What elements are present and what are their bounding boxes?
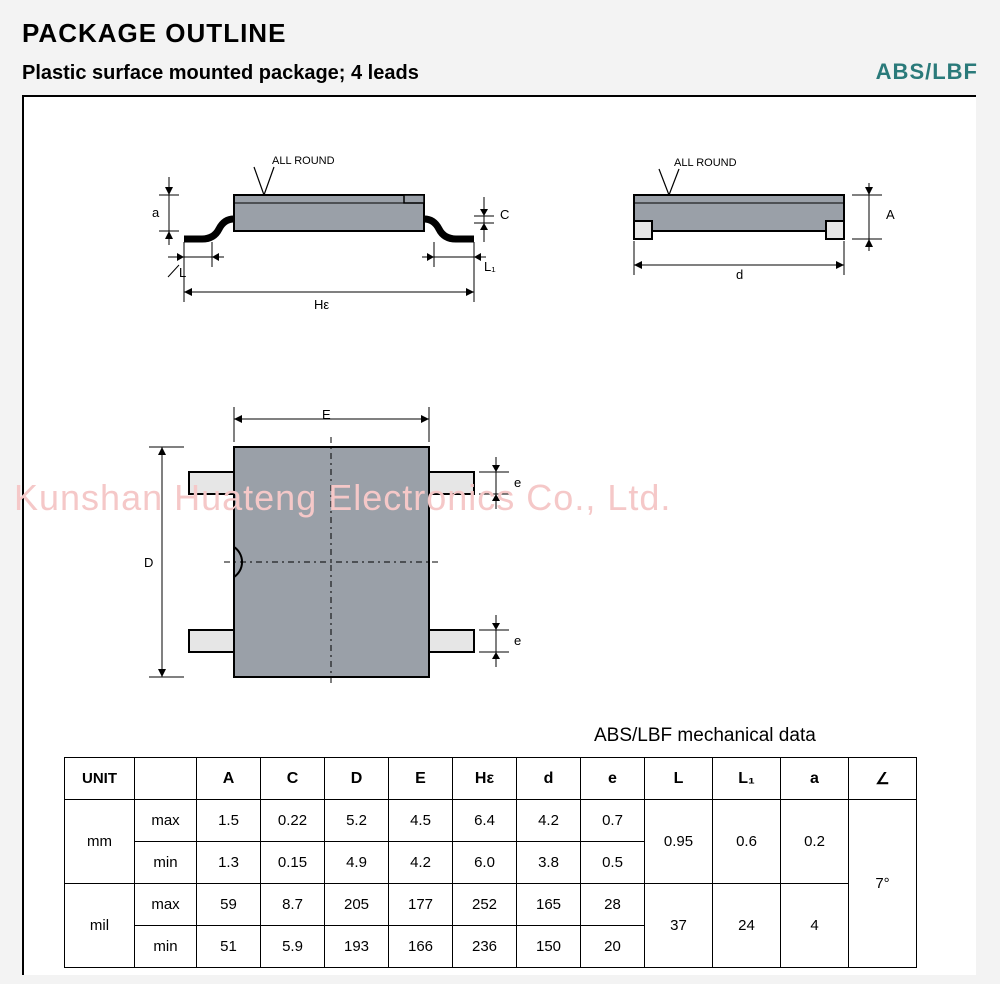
th-unit: UNIT xyxy=(65,758,135,800)
mm-min-He: 6.0 xyxy=(453,842,517,884)
label-L: L xyxy=(179,265,186,280)
mechanical-data-table: UNIT A C D E Hε d e L L₁ a ∠ mm max 1.5 … xyxy=(64,757,917,968)
label-d: d xyxy=(736,267,743,282)
mm-max-He: 6.4 xyxy=(453,800,517,842)
mil-L1: 24 xyxy=(713,884,781,968)
mil-L: 37 xyxy=(645,884,713,968)
subtitle-row: Plastic surface mounted package; 4 leads… xyxy=(22,59,978,85)
mm-max-label: max xyxy=(135,800,197,842)
diagram-top xyxy=(114,377,534,717)
mil-max-e: 28 xyxy=(581,884,645,926)
th-D: D xyxy=(325,758,389,800)
mm-min-d: 3.8 xyxy=(517,842,581,884)
mm-min-D: 4.9 xyxy=(325,842,389,884)
mil-max-He: 252 xyxy=(453,884,517,926)
page-title: PACKAGE OUTLINE xyxy=(22,18,978,49)
angle-val: 7° xyxy=(849,800,917,968)
diagram-side-right xyxy=(584,145,904,295)
table-row: mm max 1.5 0.22 5.2 4.5 6.4 4.2 0.7 0.95… xyxy=(65,800,917,842)
label-allround-1: ALL ROUND xyxy=(272,155,335,167)
th-angle: ∠ xyxy=(849,758,917,800)
mm-min-A: 1.3 xyxy=(197,842,261,884)
th-E: E xyxy=(389,758,453,800)
mm-L1: 0.6 xyxy=(713,800,781,884)
mil-max-D: 205 xyxy=(325,884,389,926)
mil-max-C: 8.7 xyxy=(261,884,325,926)
mm-L: 0.95 xyxy=(645,800,713,884)
mil-min-A: 51 xyxy=(197,926,261,968)
mil-a: 4 xyxy=(781,884,849,968)
mm-a: 0.2 xyxy=(781,800,849,884)
label-e2: e xyxy=(514,633,521,648)
mil-min-e: 20 xyxy=(581,926,645,968)
th-d: d xyxy=(517,758,581,800)
mil-min-label: min xyxy=(135,926,197,968)
mm-max-e: 0.7 xyxy=(581,800,645,842)
mm-min-e: 0.5 xyxy=(581,842,645,884)
th-a: a xyxy=(781,758,849,800)
mil-min-D: 193 xyxy=(325,926,389,968)
diagram-area: ALL ROUND a C L L₁ Hε xyxy=(24,97,976,717)
mil-min-He: 236 xyxy=(453,926,517,968)
mm-max-C: 0.22 xyxy=(261,800,325,842)
th-e: e xyxy=(581,758,645,800)
th-L: L xyxy=(645,758,713,800)
label-a: a xyxy=(152,205,159,220)
label-E: E xyxy=(322,407,331,422)
mil-max-label: max xyxy=(135,884,197,926)
th-He: Hε xyxy=(453,758,517,800)
mm-min-E: 4.2 xyxy=(389,842,453,884)
label-e1: e xyxy=(514,475,521,490)
mm-max-D: 5.2 xyxy=(325,800,389,842)
page-subtitle: Plastic surface mounted package; 4 leads xyxy=(22,62,419,85)
mm-min-C: 0.15 xyxy=(261,842,325,884)
label-L1: L₁ xyxy=(484,259,496,274)
table-header-row: UNIT A C D E Hε d e L L₁ a ∠ xyxy=(65,758,917,800)
mm-max-E: 4.5 xyxy=(389,800,453,842)
mil-min-C: 5.9 xyxy=(261,926,325,968)
mil-min-E: 166 xyxy=(389,926,453,968)
th-C: C xyxy=(261,758,325,800)
label-allround-2: ALL ROUND xyxy=(674,157,737,169)
label-D: D xyxy=(144,555,153,570)
mm-max-A: 1.5 xyxy=(197,800,261,842)
label-C: C xyxy=(500,207,509,222)
unit-mm: mm xyxy=(65,800,135,884)
mm-min-label: min xyxy=(135,842,197,884)
table-row: mil max 59 8.7 205 177 252 165 28 37 24 … xyxy=(65,884,917,926)
th-A: A xyxy=(197,758,261,800)
package-code: ABS/LBF xyxy=(876,59,978,85)
label-He: Hε xyxy=(314,297,329,312)
outline-frame: ALL ROUND a C L L₁ Hε xyxy=(22,95,976,975)
th-blank xyxy=(135,758,197,800)
table-title: ABS/LBF mechanical data xyxy=(594,725,816,747)
mil-max-E: 177 xyxy=(389,884,453,926)
mil-min-d: 150 xyxy=(517,926,581,968)
mm-max-d: 4.2 xyxy=(517,800,581,842)
mil-max-A: 59 xyxy=(197,884,261,926)
th-L1: L₁ xyxy=(713,758,781,800)
label-A2: A xyxy=(886,207,895,222)
unit-mil: mil xyxy=(65,884,135,968)
mil-max-d: 165 xyxy=(517,884,581,926)
